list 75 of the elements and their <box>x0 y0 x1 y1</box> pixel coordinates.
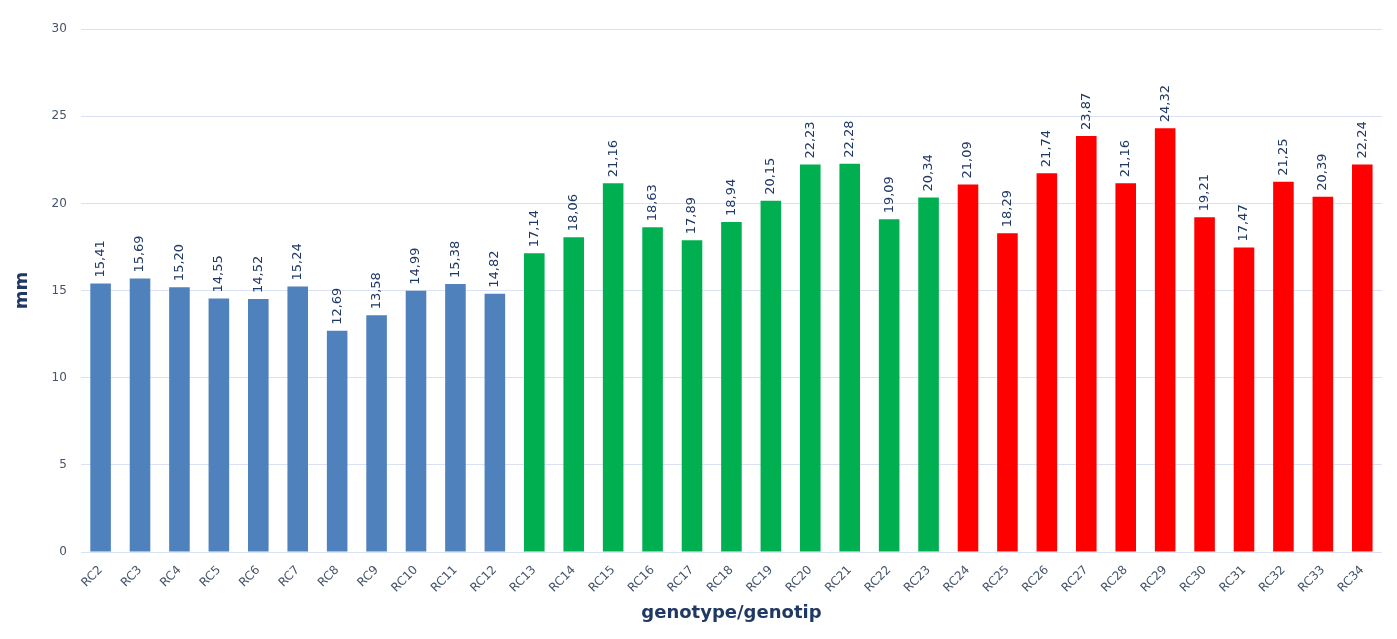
bar <box>169 287 190 552</box>
data-label: 21,09 <box>959 141 975 179</box>
data-label: 15,69 <box>131 235 147 273</box>
data-label: 15,38 <box>446 240 462 278</box>
data-label: 19,09 <box>880 176 896 214</box>
data-label: 14,52 <box>249 255 265 293</box>
bar <box>484 293 506 552</box>
bar <box>997 233 1018 552</box>
data-label: 24,32 <box>1156 84 1172 123</box>
bar <box>445 283 466 552</box>
data-label: 21,25 <box>1274 138 1290 176</box>
bar <box>248 298 269 552</box>
data-label: 20,39 <box>1314 153 1330 191</box>
data-label: 20,34 <box>919 154 935 192</box>
bar <box>1233 247 1255 552</box>
y-axis-title: mm <box>10 271 32 310</box>
data-label: 14,99 <box>407 247 423 285</box>
bar <box>405 290 427 552</box>
bar <box>1194 217 1215 552</box>
bar <box>642 227 663 552</box>
bar <box>1273 181 1294 552</box>
bar <box>129 278 151 552</box>
y-tick-label: 25 <box>51 108 67 123</box>
data-label: 23,87 <box>1077 92 1093 131</box>
bar <box>1076 136 1097 552</box>
bar <box>563 237 585 552</box>
y-tick-label: 30 <box>51 21 67 36</box>
data-label: 21,16 <box>604 140 620 178</box>
data-label: 13,58 <box>367 272 383 310</box>
data-label: 14,55 <box>210 255 226 293</box>
data-label: 22,24 <box>1353 121 1369 159</box>
bar <box>681 240 703 552</box>
y-tick-label: 10 <box>51 369 67 384</box>
bar <box>208 298 230 552</box>
bar <box>1036 173 1058 552</box>
bar <box>326 330 348 552</box>
bar <box>1352 164 1373 552</box>
data-label: 19,21 <box>1195 174 1211 212</box>
data-label: 22,28 <box>841 120 857 158</box>
bar <box>524 253 545 552</box>
bar <box>878 219 900 552</box>
bar <box>1312 196 1334 552</box>
data-label: 15,41 <box>91 240 107 278</box>
data-label: 17,47 <box>1235 204 1251 242</box>
bar <box>918 197 939 552</box>
data-label: 14,82 <box>486 250 502 288</box>
bar <box>90 283 111 552</box>
bar <box>1115 183 1137 552</box>
data-label: 18,63 <box>643 184 659 222</box>
data-label: 18,29 <box>998 190 1014 228</box>
bar <box>602 183 624 552</box>
data-label: 18,06 <box>565 194 581 232</box>
y-tick-label: 20 <box>51 195 67 210</box>
bar <box>957 184 979 552</box>
bar <box>1154 128 1176 552</box>
bar <box>287 286 309 552</box>
y-tick-label: 5 <box>59 457 67 472</box>
data-label: 12,69 <box>328 287 344 325</box>
data-label: 17,89 <box>683 197 699 235</box>
bar <box>760 200 782 552</box>
bar <box>366 315 387 552</box>
data-label: 18,94 <box>722 178 738 216</box>
data-label: 17,14 <box>525 210 541 248</box>
y-tick-label: 0 <box>59 544 67 559</box>
data-label: 15,24 <box>289 243 305 281</box>
data-label: 15,20 <box>170 243 186 282</box>
data-label: 20,15 <box>762 157 778 195</box>
bar <box>721 221 742 552</box>
data-label: 22,23 <box>801 121 817 159</box>
x-axis-title: genotype/genotip <box>641 600 822 622</box>
y-tick-label: 15 <box>51 282 67 297</box>
data-label: 21,74 <box>1038 129 1054 168</box>
bar <box>800 164 821 552</box>
bar <box>839 163 861 552</box>
data-label: 21,16 <box>1117 140 1133 178</box>
